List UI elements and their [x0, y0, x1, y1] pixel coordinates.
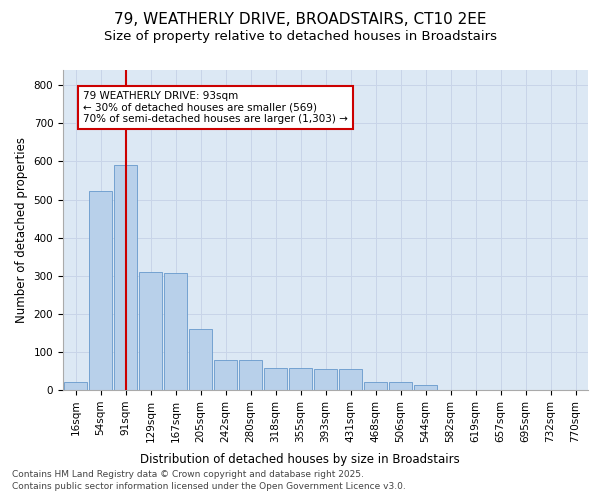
Bar	[214, 360, 238, 390]
Bar	[113, 165, 137, 390]
Text: Distribution of detached houses by size in Broadstairs: Distribution of detached houses by size …	[140, 452, 460, 466]
Bar	[338, 369, 362, 390]
Bar	[389, 382, 412, 390]
Bar	[164, 272, 187, 390]
Bar	[188, 329, 212, 390]
Text: Contains public sector information licensed under the Open Government Licence v3: Contains public sector information licen…	[12, 482, 406, 491]
Bar	[289, 368, 313, 390]
Bar	[89, 191, 112, 390]
Bar	[239, 360, 262, 390]
Bar	[64, 382, 88, 390]
Text: 79 WEATHERLY DRIVE: 93sqm
← 30% of detached houses are smaller (569)
70% of semi: 79 WEATHERLY DRIVE: 93sqm ← 30% of detac…	[83, 91, 348, 124]
Text: 79, WEATHERLY DRIVE, BROADSTAIRS, CT10 2EE: 79, WEATHERLY DRIVE, BROADSTAIRS, CT10 2…	[114, 12, 486, 28]
Y-axis label: Number of detached properties: Number of detached properties	[15, 137, 28, 323]
Bar	[263, 368, 287, 390]
Text: Contains HM Land Registry data © Crown copyright and database right 2025.: Contains HM Land Registry data © Crown c…	[12, 470, 364, 479]
Bar	[314, 369, 337, 390]
Bar	[139, 272, 163, 390]
Bar	[413, 386, 437, 390]
Text: Size of property relative to detached houses in Broadstairs: Size of property relative to detached ho…	[104, 30, 497, 43]
Bar	[364, 382, 388, 390]
